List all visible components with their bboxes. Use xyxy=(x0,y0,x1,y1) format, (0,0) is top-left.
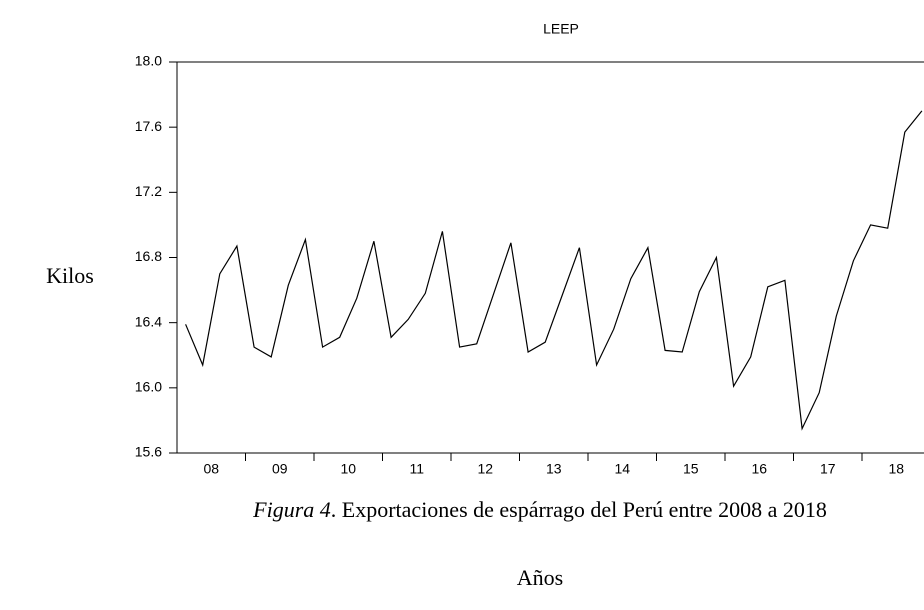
x-tick-label: 08 xyxy=(203,461,219,477)
x-tick-label: 11 xyxy=(409,461,424,477)
y-tick-label: 17.2 xyxy=(135,183,162,199)
x-tick-label: 18 xyxy=(888,461,904,477)
x-tick-label: 12 xyxy=(477,461,493,477)
y-tick-label: 16.0 xyxy=(135,379,162,395)
x-tick-label: 16 xyxy=(751,461,767,477)
x-tick-label: 09 xyxy=(272,461,288,477)
y-tick-label: 18.0 xyxy=(135,53,162,69)
x-tick-label: 17 xyxy=(820,461,836,477)
y-tick-label: 16.4 xyxy=(135,313,162,329)
data-line xyxy=(185,110,923,431)
y-tick-label: 16.8 xyxy=(135,248,162,264)
y-tick-label: 17.6 xyxy=(135,118,162,134)
x-tick-label: 10 xyxy=(340,461,356,477)
plot-frame xyxy=(176,61,924,454)
chart-title: LEEP xyxy=(543,21,579,37)
x-tick-label: 15 xyxy=(683,461,699,477)
y-axis-label: Kilos xyxy=(46,263,94,288)
caption: Figura 4. Exportaciones de espárrago del… xyxy=(252,497,827,522)
y-tick-label: 15.6 xyxy=(135,444,162,460)
x-tick-label: 13 xyxy=(546,461,562,477)
x-tick-label: 14 xyxy=(614,461,630,477)
x-axis-label: Años xyxy=(517,565,563,590)
caption-text: . Exportaciones de espárrago del Perú en… xyxy=(331,497,827,522)
caption-figure: Figura 4 xyxy=(252,497,331,522)
